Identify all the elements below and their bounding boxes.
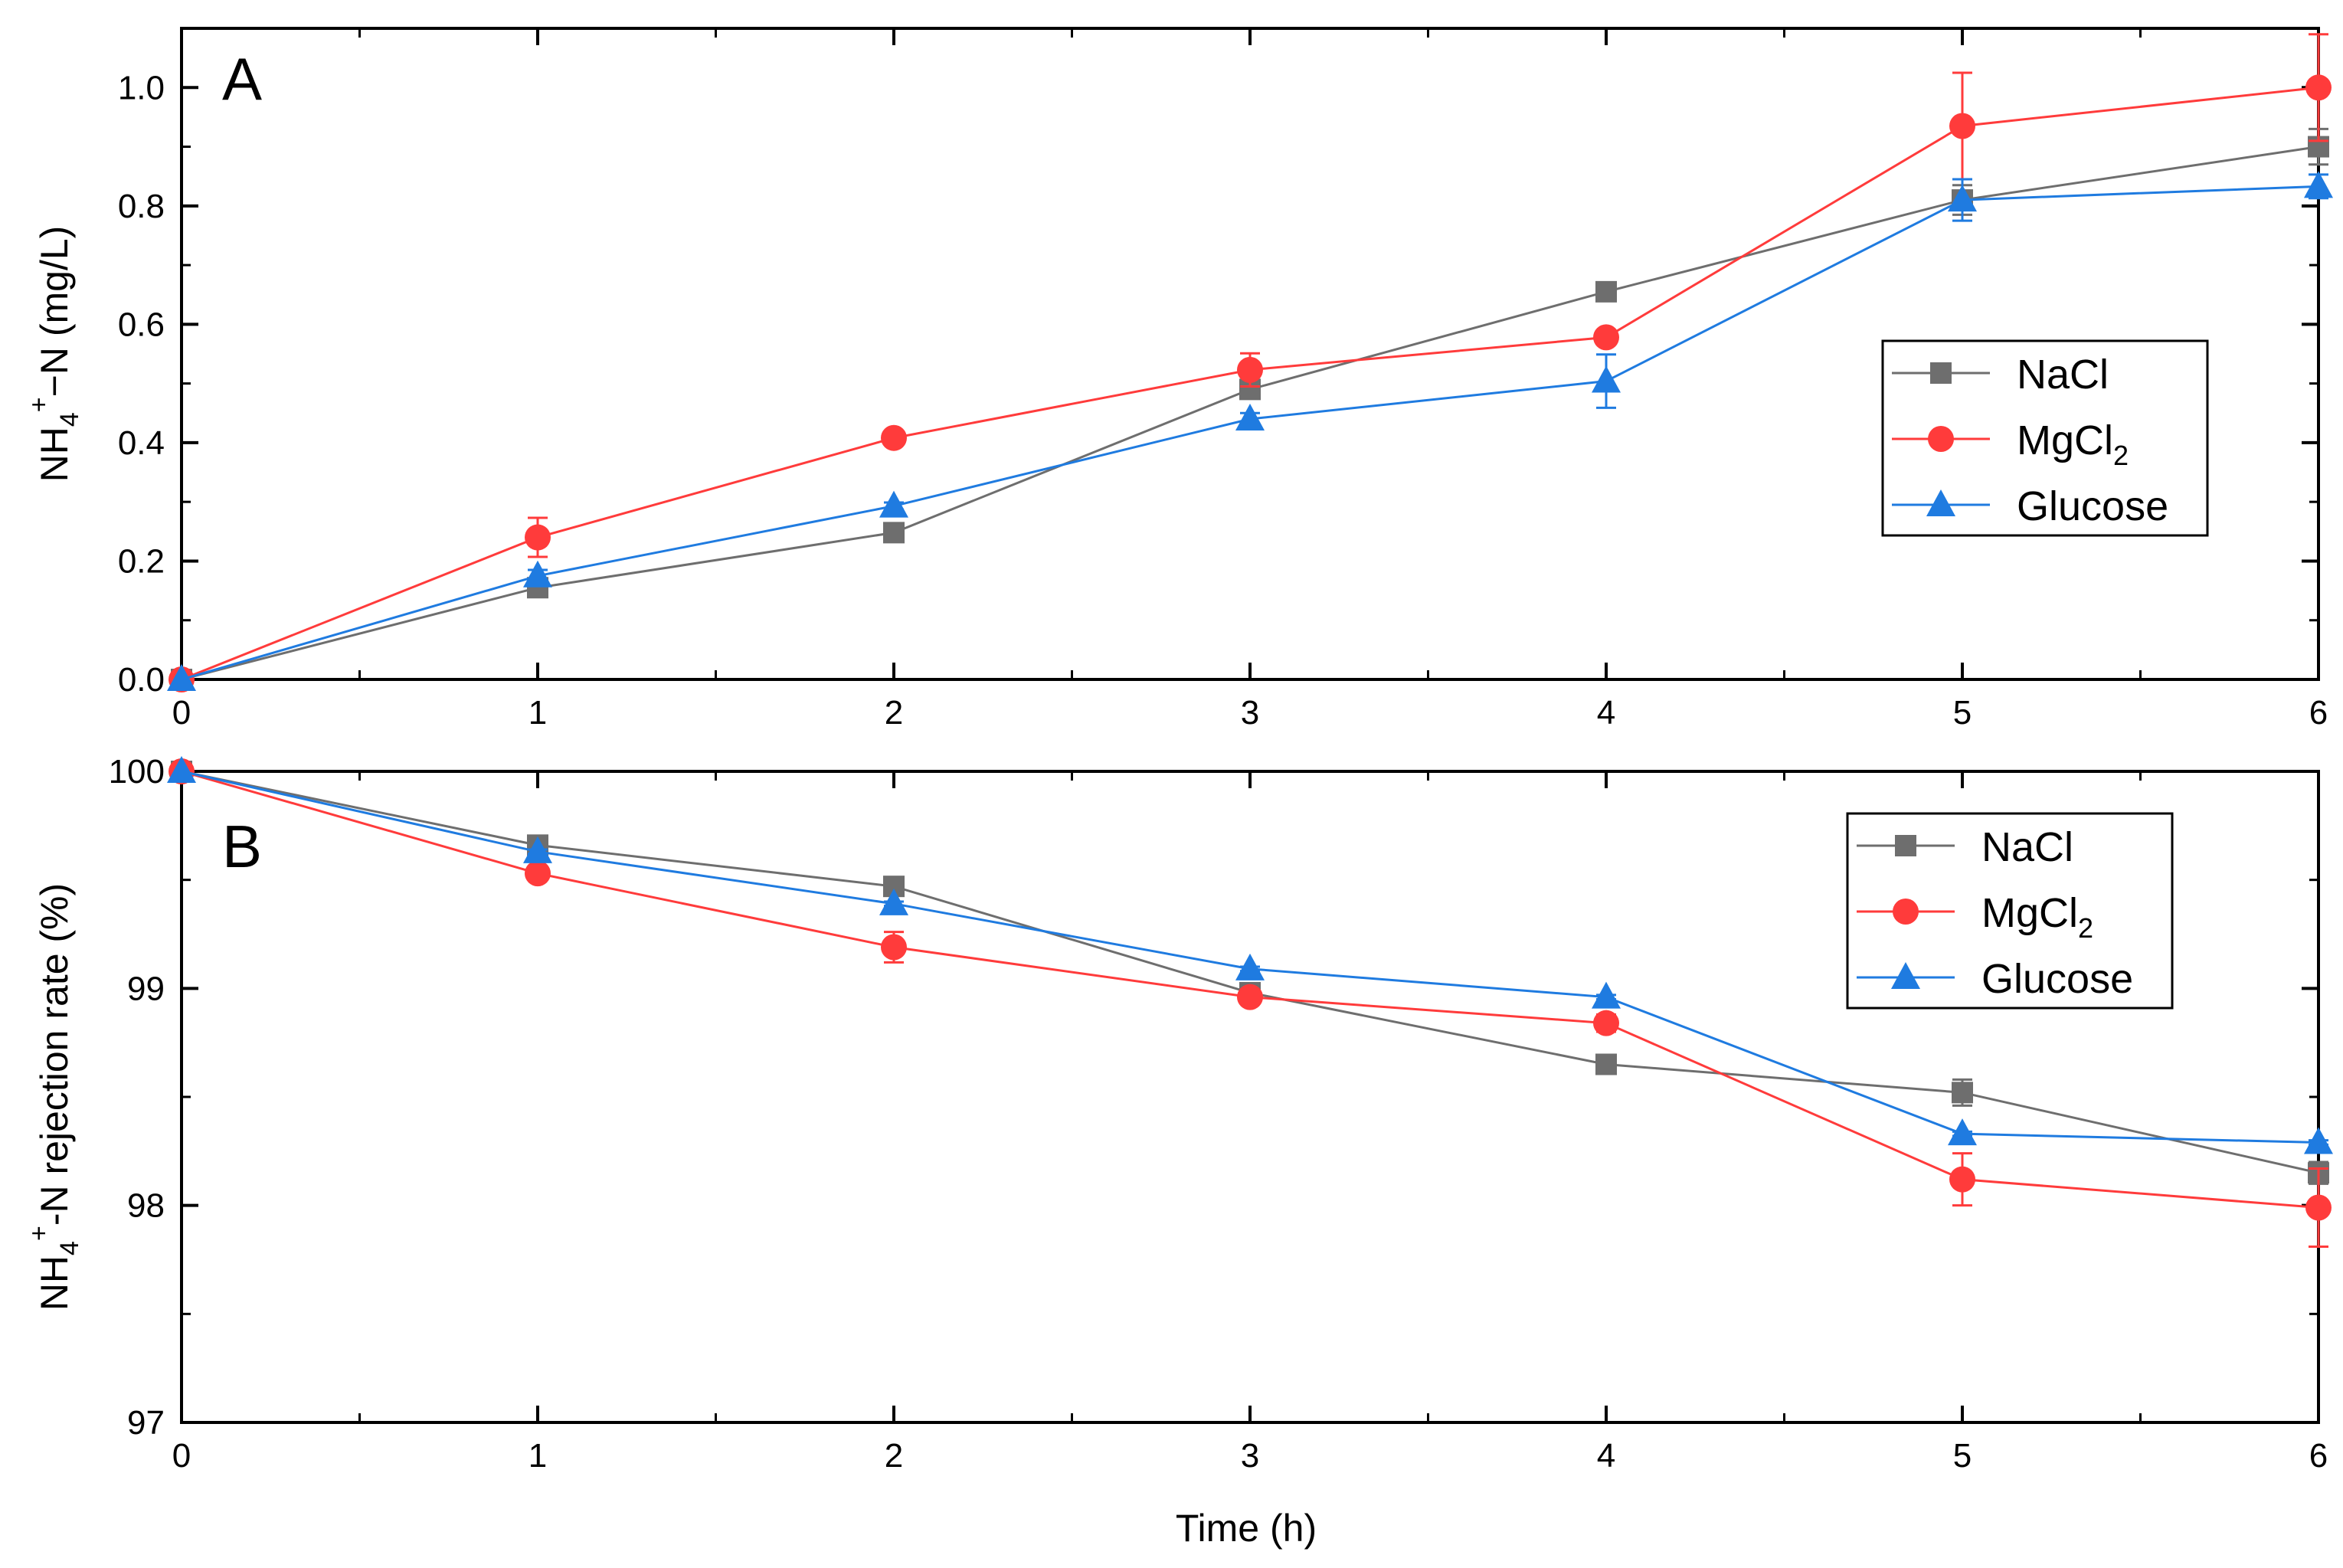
panel-b-x-tick-label: 2 [885, 1437, 903, 1475]
panel-a-x-tick-label: 0 [172, 694, 191, 732]
panel-a-series-mgcl2-point [1949, 113, 1975, 139]
panel-b-series-mgcl2-point [1593, 1010, 1619, 1036]
panel-b-series-glucose-point [1592, 981, 1621, 1009]
x-axis-title: Time (h) [1176, 1507, 1317, 1550]
panel-b-series-nacl-point [1952, 1082, 1973, 1104]
panel-a-legend-mgcl2-label-main: MgCl [2017, 417, 2113, 463]
panel-b-series-nacl-point [1595, 1053, 1617, 1075]
panel-a-series-nacl-point [1595, 280, 1617, 303]
panel-b-series-glucose-point [167, 756, 196, 783]
panel-b-series-mgcl2-point [525, 860, 551, 887]
panel-b-legend-glucose-label: Glucose [1981, 956, 2133, 1002]
panel-a-y-tick-label: 0.4 [118, 424, 165, 462]
panel-a-legend-mgcl2-label: MgCl2 [2017, 417, 2129, 471]
panel-b-series-glucose-point [523, 836, 552, 863]
panel-a-y-tick-label: 0.0 [118, 661, 165, 699]
panel-a-x-tick-label: 3 [1241, 694, 1259, 732]
panel-a-series-mgcl2-point [881, 424, 907, 451]
panel-a-y-tick-label: 0.8 [118, 188, 165, 225]
panel-a-series-glucose-point [1235, 404, 1265, 430]
panel-b-series-glucose-point [2304, 1127, 2333, 1154]
panel-b-x-tick-label: 1 [528, 1437, 547, 1475]
panel-b-series-mgcl2-point [881, 934, 907, 961]
panel-a-y-tick-label: 0.6 [118, 306, 165, 343]
panel-b-legend-nacl-label: NaCl [1981, 824, 2073, 870]
panel-b-x-tick-label: 3 [1241, 1437, 1259, 1475]
panel-b-series-mgcl2-point [1949, 1166, 1975, 1193]
panel-a-legend-nacl-label: NaCl [2017, 352, 2109, 398]
panel-b-y-tick-label: 99 [127, 970, 165, 1007]
panel-b-x-tick-label: 6 [2309, 1437, 2328, 1475]
panel-b-series-mgcl2-point [2305, 1194, 2332, 1221]
panel-b-legend-glucose-label-main: Glucose [1981, 956, 2133, 1002]
panel-b-legend-glucose-marker [1891, 962, 1920, 989]
panel-a-legend-glucose-marker [1926, 489, 1955, 516]
panel-a-series-glucose-point [167, 664, 196, 691]
panel-b-series-glucose-point [1948, 1118, 1977, 1146]
panel-a-series-glucose-point [1948, 185, 1977, 212]
panel-a-legend-mgcl2-label-subscript: 2 [2113, 440, 2129, 471]
panel-a-legend-nacl-label-main: NaCl [2017, 352, 2109, 398]
panel-b-x-tick-label: 5 [1953, 1437, 1972, 1475]
panel-b-y-tick-label: 98 [127, 1187, 165, 1225]
panel-b-series-glucose-point [1235, 953, 1265, 980]
panel-a-x-tick-label: 6 [2309, 694, 2328, 732]
panel-b-y-tick-label: 97 [127, 1404, 165, 1442]
panel-a-x-tick-label: 1 [528, 694, 547, 732]
panel-a-x-tick-label: 4 [1597, 694, 1615, 732]
panel-a-series-glucose-point [879, 490, 908, 518]
panel-b-legend: NaCl MgCl2 Glucose [1846, 812, 2174, 1010]
panel-b-x-tick-label: 0 [172, 1437, 191, 1475]
panel-b-y-tick-label: 100 [109, 753, 165, 791]
panel-a-series-mgcl2-point [1237, 356, 1263, 383]
panel-a-series-glucose-group [167, 171, 2333, 691]
panel-a-series-mgcl2-point [1593, 324, 1619, 351]
panel-a-series-mgcl2-point [525, 524, 551, 551]
panel-a-series-glucose-point [2304, 171, 2333, 198]
panel-b-y-axis-title-main: NH [33, 1255, 76, 1311]
panel-a-y-axis-title: NH4+−N (mg/L) [25, 226, 84, 483]
panel-a-series-nacl-point [883, 522, 905, 544]
panel-b-series-glucose-group [167, 756, 2333, 1154]
panel-a-panel-letter: A [222, 45, 262, 113]
panel-a-legend-glucose-label-main: Glucose [2017, 483, 2168, 529]
panel-b-y-axis-title-superscript: + [25, 1226, 54, 1241]
panel-a-series-glucose-point [523, 560, 552, 588]
panel-b-y-axis-title-rest: -N rejection rate (%) [33, 883, 76, 1226]
panel-a-x-tick-label: 2 [885, 694, 903, 732]
panel-b-series-mgcl2-point [1237, 984, 1263, 1010]
panel-a-y-axis-title-rest: −N (mg/L) [33, 226, 76, 398]
panel-a-legend-mgcl2-marker [1928, 426, 1954, 452]
panel-b-legend-nacl-label-main: NaCl [1981, 824, 2073, 870]
panel-a-y-axis-title-subscript: 4 [55, 412, 84, 427]
panel-b-panel-letter: B [222, 813, 262, 880]
panel-a-x-tick-label: 5 [1953, 694, 1972, 732]
panel-a-legend-nacl-marker [1930, 362, 1952, 384]
panel-b-series-glucose-point [879, 888, 908, 915]
panel-a-y-tick-label: 0.2 [118, 542, 165, 580]
panel-a-series-glucose-point [1592, 365, 1621, 393]
panel-b-legend-mgcl2-label: MgCl2 [1981, 890, 2093, 944]
panel-b-legend-mgcl2-marker [1893, 899, 1919, 925]
panel-a-series-mgcl2-point [2305, 74, 2332, 101]
panel-b-legend-nacl-marker [1895, 835, 1916, 856]
panel-a-legend: NaCl MgCl2 Glucose [1881, 339, 2209, 537]
panel-b-legend-mgcl2-label-subscript: 2 [2078, 912, 2093, 944]
panel-a-y-tick-label: 1.0 [118, 69, 165, 106]
panel-b-y-axis-title: NH4+-N rejection rate (%) [25, 883, 84, 1311]
panel-a-y-axis-title-superscript: + [25, 397, 54, 412]
panel-b-x-tick-label: 4 [1597, 1437, 1615, 1475]
panel-b-legend-mgcl2-label-main: MgCl [1981, 890, 2078, 936]
panel-a-legend-glucose-label: Glucose [2017, 483, 2168, 529]
panel-b-y-axis-title-subscript: 4 [55, 1241, 84, 1255]
panel-a-y-axis-title-main: NH [33, 427, 76, 482]
